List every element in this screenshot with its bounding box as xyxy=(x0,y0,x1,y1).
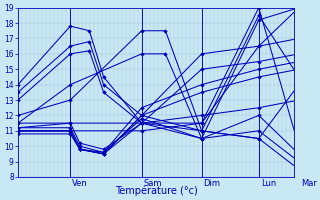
Text: Mar: Mar xyxy=(300,179,316,188)
Text: Dim: Dim xyxy=(204,179,220,188)
X-axis label: Température (°c): Température (°c) xyxy=(115,185,197,196)
Text: Lun: Lun xyxy=(261,179,276,188)
Text: Ven: Ven xyxy=(72,179,88,188)
Text: Sam: Sam xyxy=(144,179,162,188)
